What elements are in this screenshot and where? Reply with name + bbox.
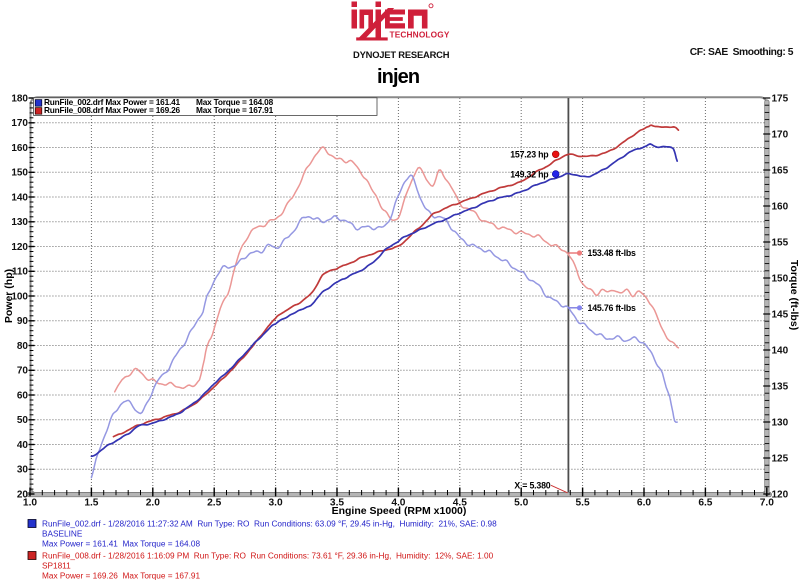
svg-text:6.0: 6.0	[637, 498, 651, 509]
svg-text:130: 130	[11, 217, 28, 228]
svg-text:1.0: 1.0	[23, 498, 37, 509]
svg-text:3.0: 3.0	[269, 498, 283, 509]
svg-text:150: 150	[11, 168, 28, 179]
svg-text:140: 140	[772, 345, 789, 356]
svg-text:170: 170	[772, 129, 789, 140]
svg-text:6.5: 6.5	[698, 498, 712, 509]
svg-text:90: 90	[17, 316, 29, 327]
svg-text:7.0: 7.0	[760, 498, 774, 509]
svg-text:180: 180	[11, 93, 28, 104]
svg-text:145.76 ft-lbs: 145.76 ft-lbs	[588, 303, 637, 313]
svg-text:157.23 hp: 157.23 hp	[510, 150, 549, 160]
svg-text:160: 160	[772, 201, 789, 212]
svg-text:SP1811: SP1811	[42, 562, 71, 571]
svg-text:50: 50	[17, 415, 29, 426]
svg-text:30: 30	[17, 465, 29, 476]
svg-text:TECHNOLOGY: TECHNOLOGY	[390, 30, 450, 40]
svg-text:Power (hp): Power (hp)	[3, 269, 15, 323]
svg-text:70: 70	[17, 366, 29, 377]
svg-text:60: 60	[17, 390, 29, 401]
svg-text:170: 170	[11, 118, 28, 129]
svg-text:150: 150	[772, 273, 789, 284]
svg-text:120: 120	[772, 489, 789, 500]
svg-text:4.0: 4.0	[391, 498, 405, 509]
svg-text:125: 125	[772, 453, 789, 464]
svg-text:RunFile_002.drf - 1/28/2016 11: RunFile_002.drf - 1/28/2016 11:27:32 AM …	[42, 520, 497, 529]
svg-text:Engine Speed (RPM x1000): Engine Speed (RPM x1000)	[332, 505, 467, 517]
svg-text:Max Torque = 167.91: Max Torque = 167.91	[196, 105, 274, 115]
svg-text:175: 175	[772, 93, 789, 104]
svg-text:5.0: 5.0	[514, 498, 528, 509]
svg-text:155: 155	[772, 237, 789, 248]
svg-text:RunFile_002.drf Max Power = 16: RunFile_002.drf Max Power = 161.41	[44, 97, 181, 107]
svg-text:100: 100	[11, 291, 28, 302]
svg-text:RunFile_008.drf - 1/28/2016 1:: RunFile_008.drf - 1/28/2016 1:16:09 PM R…	[42, 552, 494, 561]
svg-text:153.48 ft-lbs: 153.48 ft-lbs	[588, 248, 637, 258]
svg-text:Max Torque = 164.08: Max Torque = 164.08	[196, 97, 274, 107]
svg-text:Max Power = 161.41 Max Torque: Max Power = 161.41 Max Torque = 164.08	[42, 540, 200, 549]
svg-text:2.0: 2.0	[146, 498, 160, 509]
svg-text:RunFile_008.drf Max Power = 16: RunFile_008.drf Max Power = 169.26	[44, 105, 181, 115]
svg-text:140: 140	[11, 192, 28, 203]
svg-text:20: 20	[17, 489, 29, 500]
svg-text:130: 130	[772, 417, 789, 428]
svg-text:165: 165	[772, 165, 789, 176]
svg-text:110: 110	[12, 267, 29, 278]
svg-text:5.5: 5.5	[576, 498, 590, 509]
svg-text:80: 80	[17, 341, 29, 352]
svg-text:149.32 hp: 149.32 hp	[510, 169, 549, 179]
svg-text:160: 160	[11, 143, 28, 154]
svg-text:Max Power = 169.26 Max Torque: Max Power = 169.26 Max Torque = 167.91	[42, 572, 200, 581]
svg-text:4.5: 4.5	[453, 498, 467, 509]
svg-text:135: 135	[772, 381, 789, 392]
svg-text:3.5: 3.5	[330, 498, 344, 509]
svg-text:2.5: 2.5	[207, 498, 221, 509]
svg-text:Torque (ft-lbs): Torque (ft-lbs)	[788, 260, 800, 330]
svg-text:40: 40	[17, 440, 29, 451]
svg-text:X = 5.380: X = 5.380	[514, 481, 550, 491]
svg-text:BASELINE: BASELINE	[42, 530, 83, 539]
svg-text:120: 120	[11, 242, 28, 253]
svg-text:1.5: 1.5	[84, 498, 98, 509]
svg-text:145: 145	[772, 309, 789, 320]
